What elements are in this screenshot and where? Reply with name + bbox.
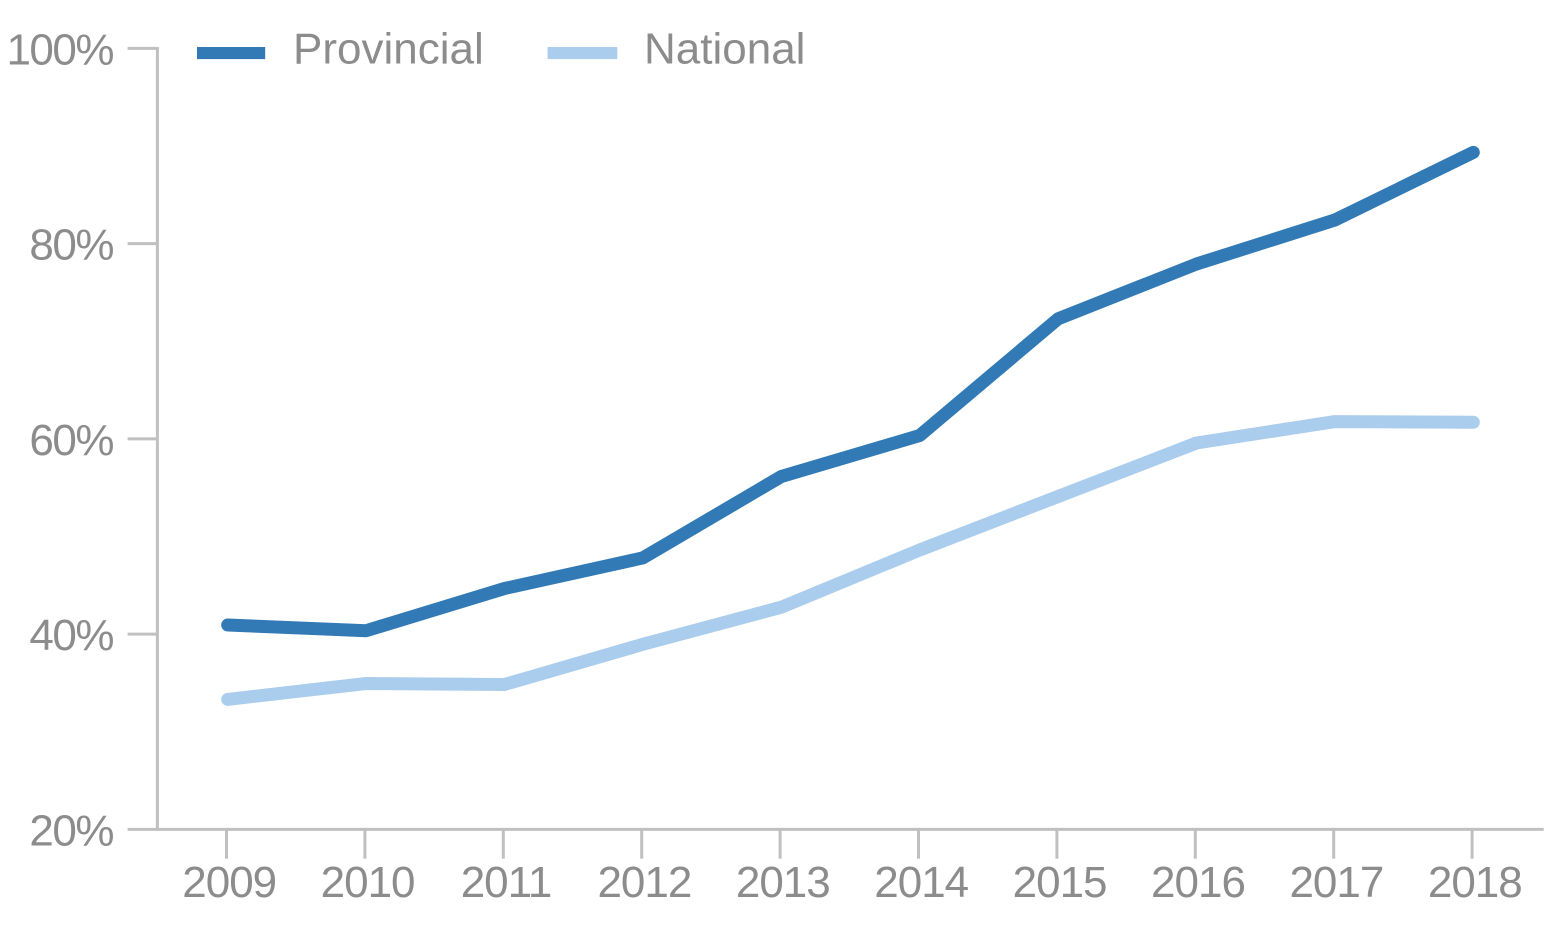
svg-text:20%: 20%: [29, 807, 113, 856]
svg-text:2017: 2017: [1289, 858, 1383, 907]
svg-text:Provincial: Provincial: [293, 25, 484, 74]
svg-text:2009: 2009: [182, 858, 276, 907]
svg-text:2010: 2010: [321, 858, 415, 907]
svg-text:2013: 2013: [736, 858, 830, 907]
svg-text:2015: 2015: [1013, 858, 1107, 907]
svg-text:40%: 40%: [29, 611, 113, 660]
svg-text:2016: 2016: [1151, 858, 1245, 907]
svg-text:2018: 2018: [1428, 858, 1522, 907]
svg-text:2014: 2014: [874, 858, 968, 907]
svg-text:2011: 2011: [461, 858, 552, 907]
svg-text:National: National: [644, 25, 805, 74]
svg-text:80%: 80%: [29, 221, 113, 270]
svg-text:100%: 100%: [6, 26, 113, 75]
svg-text:2012: 2012: [597, 858, 691, 907]
svg-text:60%: 60%: [29, 416, 113, 465]
